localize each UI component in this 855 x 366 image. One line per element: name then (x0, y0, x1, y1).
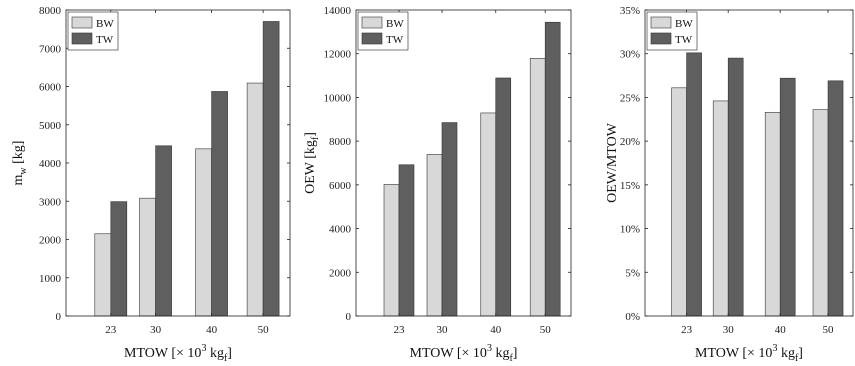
bar-tw-50 (262, 21, 280, 317)
y-tick-label: 0 (56, 311, 62, 323)
legend-swatch-bw (71, 16, 93, 29)
legend-swatch-bw (650, 16, 672, 29)
y-tick-label: 6000 (39, 82, 62, 94)
x-tick-label: 40 (490, 324, 502, 336)
x-tick-label: 50 (540, 324, 552, 336)
y-axis-label: OEW [kgf] (303, 132, 321, 194)
bar-tw-30 (441, 122, 458, 317)
legend-swatch-tw (650, 32, 672, 45)
y-tick-label: 4000 (39, 158, 62, 170)
y-tick-label: 2000 (39, 235, 62, 247)
y-tick-label: 4000 (329, 224, 352, 236)
legend-label-tw: TW (675, 34, 693, 46)
x-tick-label: 30 (437, 324, 449, 336)
x-tick-label: 50 (258, 324, 270, 336)
bar-bw-23 (383, 184, 400, 317)
y-tick-label: 7000 (39, 43, 62, 55)
x-tick-label: 40 (775, 324, 787, 336)
x-axis-label: MTOW [× 103 kgf] (695, 343, 803, 364)
legend: BW TW (67, 11, 119, 51)
bar-tw-23 (686, 52, 702, 317)
x-tick-label: 23 (105, 324, 117, 336)
y-tick-label: 2000 (329, 267, 352, 279)
bar-tw-30 (155, 145, 172, 317)
bar-tw-23 (398, 164, 415, 317)
bar-bw-23 (94, 233, 112, 317)
y-tick-label: 5% (625, 267, 640, 279)
y-tick-label: 10% (620, 224, 640, 236)
y-tick-label: 8000 (329, 136, 352, 148)
y-tick-label: 6000 (329, 180, 352, 192)
legend-label-bw: BW (96, 18, 114, 30)
bar-bw-23 (671, 87, 687, 317)
bar-bw-30 (426, 154, 443, 317)
x-tick-label: 30 (723, 324, 735, 336)
x-tick-label: 30 (150, 324, 162, 336)
legend: BW TW (646, 11, 698, 51)
bar-bw-40 (480, 112, 497, 317)
legend-swatch-tw (361, 32, 383, 45)
bar-bw-40 (764, 111, 781, 317)
y-tick-label: 10000 (324, 92, 352, 104)
bar-tw-40 (779, 77, 796, 317)
chart-panel-1: 0 1000 2000 3000 4000 5000 6000 7000 8000 23 30 40 5… (11, 5, 291, 364)
y-tick-label: 30% (620, 49, 640, 61)
x-tick-label: 23 (394, 324, 406, 336)
chart-panel-2: 0 2000 4000 6000 8000 10000 12000 14000 23 30 40 50… (303, 5, 572, 364)
bar-bw-50 (812, 109, 829, 317)
y-tick-label: 0% (625, 311, 640, 323)
y-tick-label: 8000 (39, 5, 62, 17)
bar-tw-50 (544, 21, 561, 317)
bar-tw-23 (110, 201, 128, 317)
y-tick-label: 35% (620, 5, 640, 17)
y-tick-label: 5000 (39, 120, 62, 132)
x-tick-label: 40 (206, 324, 218, 336)
x-tick-label: 50 (823, 324, 835, 336)
bar-tw-50 (827, 80, 844, 317)
y-tick-label: 3000 (39, 196, 62, 208)
plot-frame (644, 9, 854, 317)
legend-swatch-bw (361, 16, 383, 29)
y-axis-label: OEW/MTOW (605, 122, 620, 203)
legend: BW TW (357, 11, 409, 51)
bar-tw-40 (495, 77, 512, 317)
bar-bw-50 (246, 82, 264, 317)
bar-tw-30 (727, 57, 744, 317)
chart-panel-3: 0% 5% 10% 15% 20% 25% 30% 35% 23 30 40 50 BW TW MTOW [… (605, 5, 854, 364)
y-tick-label: 14000 (324, 5, 352, 17)
x-axis-label: MTOW [× 103 kgf] (410, 343, 518, 364)
y-tick-label: 15% (620, 180, 640, 192)
y-tick-label: 25% (620, 92, 640, 104)
bar-bw-30 (712, 100, 729, 317)
y-tick-label: 12000 (324, 49, 352, 61)
plot-frame (355, 9, 572, 317)
legend-swatch-tw (71, 32, 93, 45)
x-tick-label: 23 (681, 324, 693, 336)
bar-bw-50 (529, 58, 546, 317)
x-axis-label: MTOW [× 103 kgf] (124, 343, 232, 364)
y-tick-label: 1000 (39, 273, 62, 285)
legend-label-bw: BW (386, 18, 404, 30)
y-tick-label: 0 (346, 311, 352, 323)
bar-tw-40 (211, 91, 228, 317)
y-tick-label: 20% (620, 136, 640, 148)
y-axis-label: mw [kg] (11, 141, 29, 186)
legend-label-bw: BW (675, 18, 693, 30)
legend-label-tw: TW (96, 34, 114, 46)
legend-label-tw: TW (386, 34, 404, 46)
bar-bw-30 (139, 197, 156, 317)
bar-bw-40 (195, 148, 212, 317)
